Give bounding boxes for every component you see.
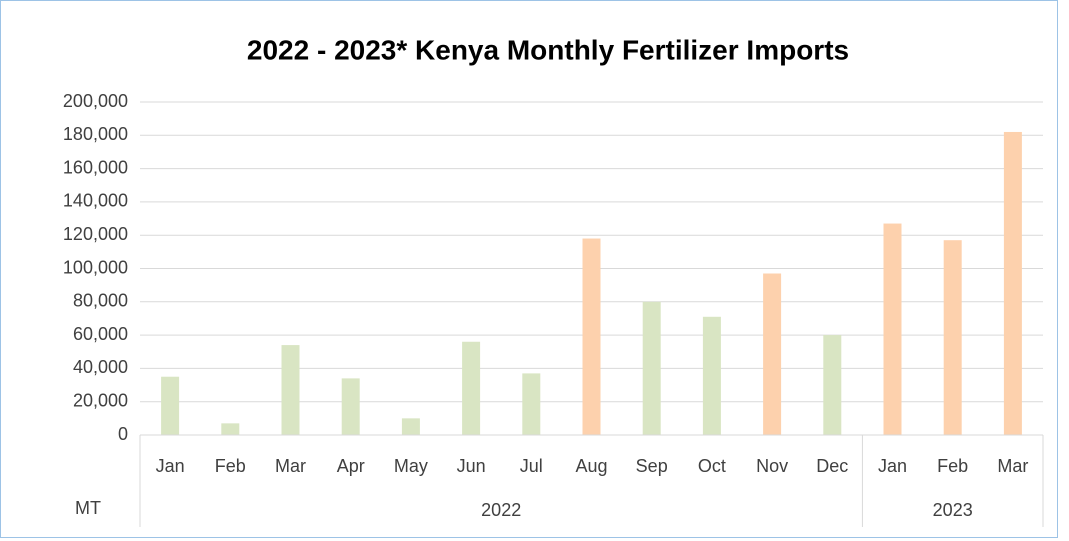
bar [522,373,541,435]
bar [281,345,300,435]
x-tick-label: Feb [215,456,246,476]
y-tick-label: 40,000 [73,357,128,377]
bar [341,378,360,435]
x-tick-label: Aug [575,456,607,476]
x-tick-label: May [394,456,428,476]
x-tick-label: Jun [457,456,486,476]
x-group-label: 2022 [481,500,521,520]
y-tick-label: 140,000 [63,191,128,211]
x-tick-label: Feb [937,456,968,476]
y-tick-label: 200,000 [63,91,128,111]
y-tick-label: 20,000 [73,390,128,410]
bar [161,376,180,435]
x-tick-label: Dec [816,456,848,476]
bar [1003,131,1022,435]
x-group-label: 2023 [933,500,973,520]
bar [401,418,420,435]
bar [883,223,902,435]
y-tick-label: 180,000 [63,124,128,144]
bar [943,240,962,435]
y-tick-label: 160,000 [63,157,128,177]
x-tick-label: Jul [520,456,543,476]
y-tick-label: 60,000 [73,324,128,344]
bar [462,341,481,435]
y-tick-label: 120,000 [63,224,128,244]
y-tick-label: 80,000 [73,291,128,311]
x-tick-label: Mar [275,456,306,476]
bar [702,316,721,435]
y-tick-label: 100,000 [63,257,128,277]
chart-title: 2022 - 2023* Kenya Monthly Fertilizer Im… [247,34,849,65]
y-axis-label: MT [75,498,101,518]
bar [582,238,601,435]
x-tick-label: Jan [878,456,907,476]
x-tick-label: Apr [337,456,365,476]
x-tick-label: Oct [698,456,726,476]
bar [221,423,240,435]
x-tick-label: Jan [156,456,185,476]
bar [642,301,661,435]
y-tick-label: 0 [118,424,128,444]
bar [763,273,782,435]
bar [823,335,842,435]
x-tick-label: Sep [636,456,668,476]
x-tick-label: Nov [756,456,788,476]
x-tick-label: Mar [997,456,1028,476]
